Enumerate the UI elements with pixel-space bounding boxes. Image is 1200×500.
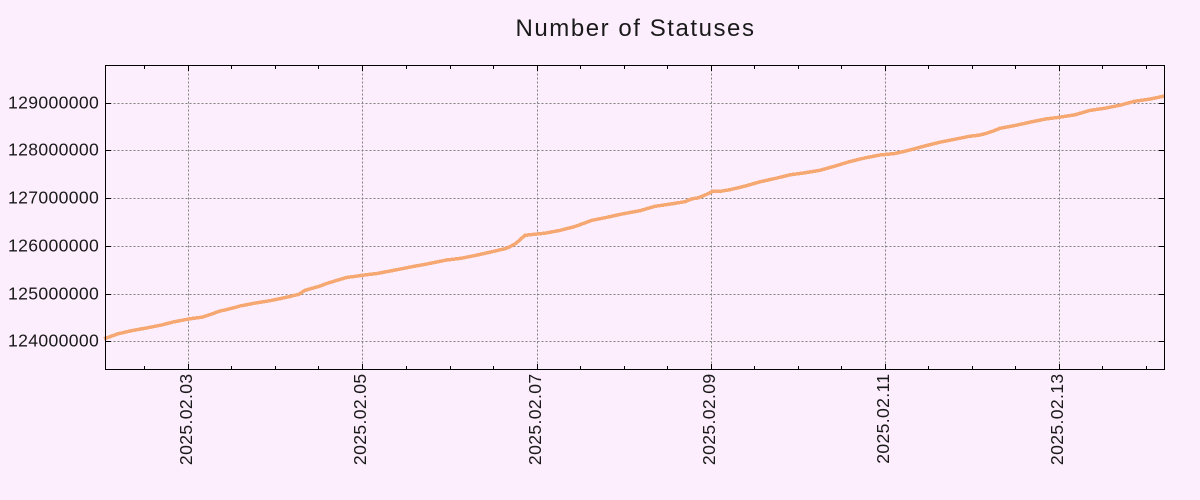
svg-text:125000000: 125000000 [8,283,99,303]
svg-text:2025.02.13: 2025.02.13 [1047,374,1067,466]
svg-text:127000000: 127000000 [8,187,99,207]
svg-text:128000000: 128000000 [8,139,99,159]
svg-text:2025.02.03: 2025.02.03 [176,374,196,466]
svg-text:129000000: 129000000 [8,92,99,112]
svg-text:124000000: 124000000 [8,330,99,350]
svg-text:2025.02.05: 2025.02.05 [350,374,370,466]
svg-text:2025.02.09: 2025.02.09 [699,374,719,466]
svg-text:2025.02.11: 2025.02.11 [873,374,893,464]
svg-text:126000000: 126000000 [8,235,99,255]
svg-text:2025.02.07: 2025.02.07 [525,374,545,466]
svg-text:Number of Statuses: Number of Statuses [516,15,756,42]
